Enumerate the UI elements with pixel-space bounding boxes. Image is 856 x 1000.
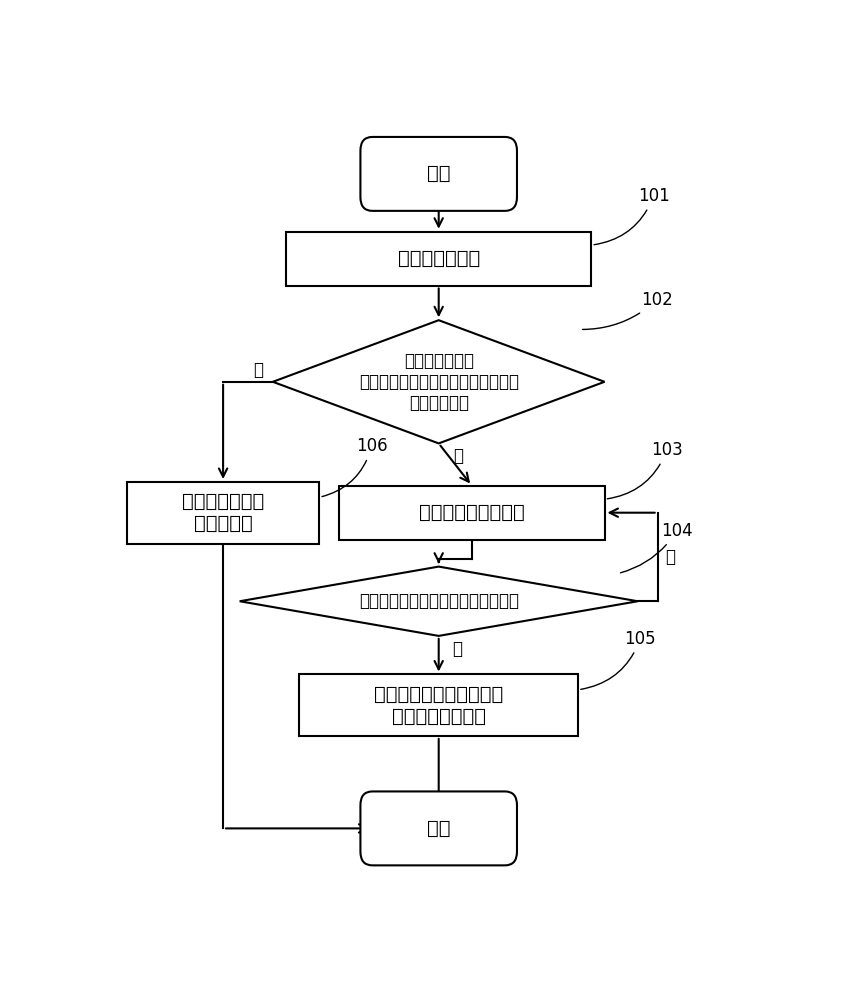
Text: 否: 否	[666, 548, 675, 566]
Text: 启动第一黑启动逻辑: 启动第一黑启动逻辑	[419, 503, 525, 522]
Text: 否: 否	[454, 447, 463, 465]
Text: 104: 104	[621, 522, 693, 573]
FancyBboxPatch shape	[360, 137, 517, 211]
Text: 开始: 开始	[427, 164, 450, 183]
Text: 结束: 结束	[427, 819, 450, 838]
Text: 102: 102	[582, 291, 673, 329]
Bar	[339, 486, 604, 540]
Text: 判断蓄电池电量
是否足以支持双向储能变流器建立微
网电压和频率: 判断蓄电池电量 是否足以支持双向储能变流器建立微 网电压和频率	[359, 352, 519, 412]
Text: 是: 是	[253, 361, 263, 379]
Polygon shape	[273, 320, 604, 443]
Text: 105: 105	[580, 630, 656, 689]
Text: 退出第一黑启动逻辑，启
动第二黑启动逻辑: 退出第一黑启动逻辑，启 动第二黑启动逻辑	[374, 685, 503, 726]
Bar	[300, 674, 578, 736]
Bar	[286, 232, 591, 286]
Text: 103: 103	[607, 441, 683, 499]
FancyBboxPatch shape	[360, 791, 517, 865]
Text: 101: 101	[594, 187, 669, 245]
Bar	[127, 482, 319, 544]
Text: 获取蓄电池电量: 获取蓄电池电量	[397, 249, 480, 268]
Text: 判断所述蓄电池电量是否达到预设值: 判断所述蓄电池电量是否达到预设值	[359, 592, 519, 610]
Text: 保持运行初始的
黑启动逻辑: 保持运行初始的 黑启动逻辑	[182, 492, 265, 533]
Text: 106: 106	[322, 437, 388, 497]
Text: 是: 是	[452, 640, 462, 658]
Polygon shape	[240, 567, 638, 636]
